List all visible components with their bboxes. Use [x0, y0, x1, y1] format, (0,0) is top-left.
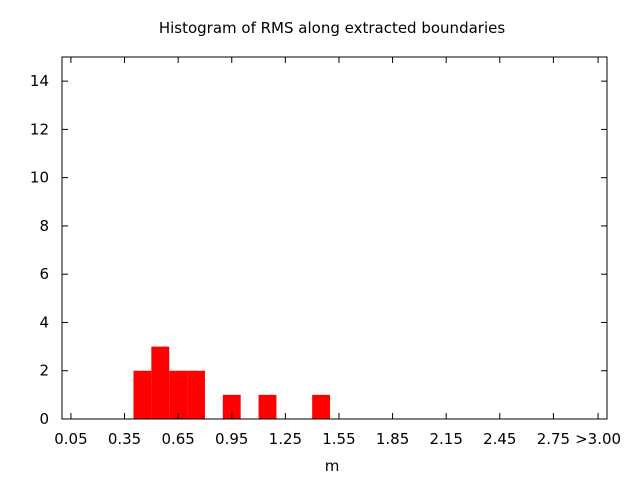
y-tick-label-6: 12: [30, 120, 49, 138]
x-axis: 0.05 0.35 0.65 0.95 1.25 1.55 1.85 2.15 2.45 2.75…: [54, 57, 621, 448]
x-tick-label-7: 2.15: [429, 430, 462, 448]
histogram-bar-1: [151, 346, 170, 419]
y-tick-label-1: 2: [39, 362, 49, 380]
chart-title: Histogram of RMS along extracted boundar…: [159, 19, 506, 37]
x-tick-label-8: 2.45: [483, 430, 516, 448]
y-tick-label-2: 4: [39, 313, 49, 331]
x-tick-label-0: 0.05: [54, 430, 87, 448]
x-tick-label-10: >3.00: [575, 430, 621, 448]
x-tick-label-1: 0.35: [108, 430, 141, 448]
x-tick-label-5: 1.55: [322, 430, 355, 448]
histogram-bar-0: [133, 370, 152, 419]
x-tick-label-3: 0.95: [215, 430, 248, 448]
x-axis-label: m: [325, 457, 340, 475]
histogram-bar-4: [222, 394, 241, 419]
x-tick-label-4: 1.25: [269, 430, 302, 448]
x-tick-label-2: 0.65: [161, 430, 194, 448]
histogram-bar-5: [258, 394, 277, 419]
plot-frame: [61, 56, 608, 420]
y-tick-label-5: 10: [30, 169, 49, 187]
bars-group: [133, 346, 331, 419]
y-tick-label-3: 6: [39, 265, 49, 283]
x-tick-label-9: 2.75: [537, 430, 570, 448]
y-tick-label-7: 14: [30, 72, 49, 90]
y-axis: 0 2 4 6 8 10 12 14: [30, 72, 607, 428]
x-tick-label-6: 1.85: [376, 430, 409, 448]
histogram-bar-3: [187, 370, 205, 419]
y-tick-label-0: 0: [39, 410, 49, 428]
y-tick-label-4: 8: [39, 217, 49, 235]
histogram-bar-2: [169, 370, 188, 419]
histogram-bar-6: [312, 394, 331, 419]
